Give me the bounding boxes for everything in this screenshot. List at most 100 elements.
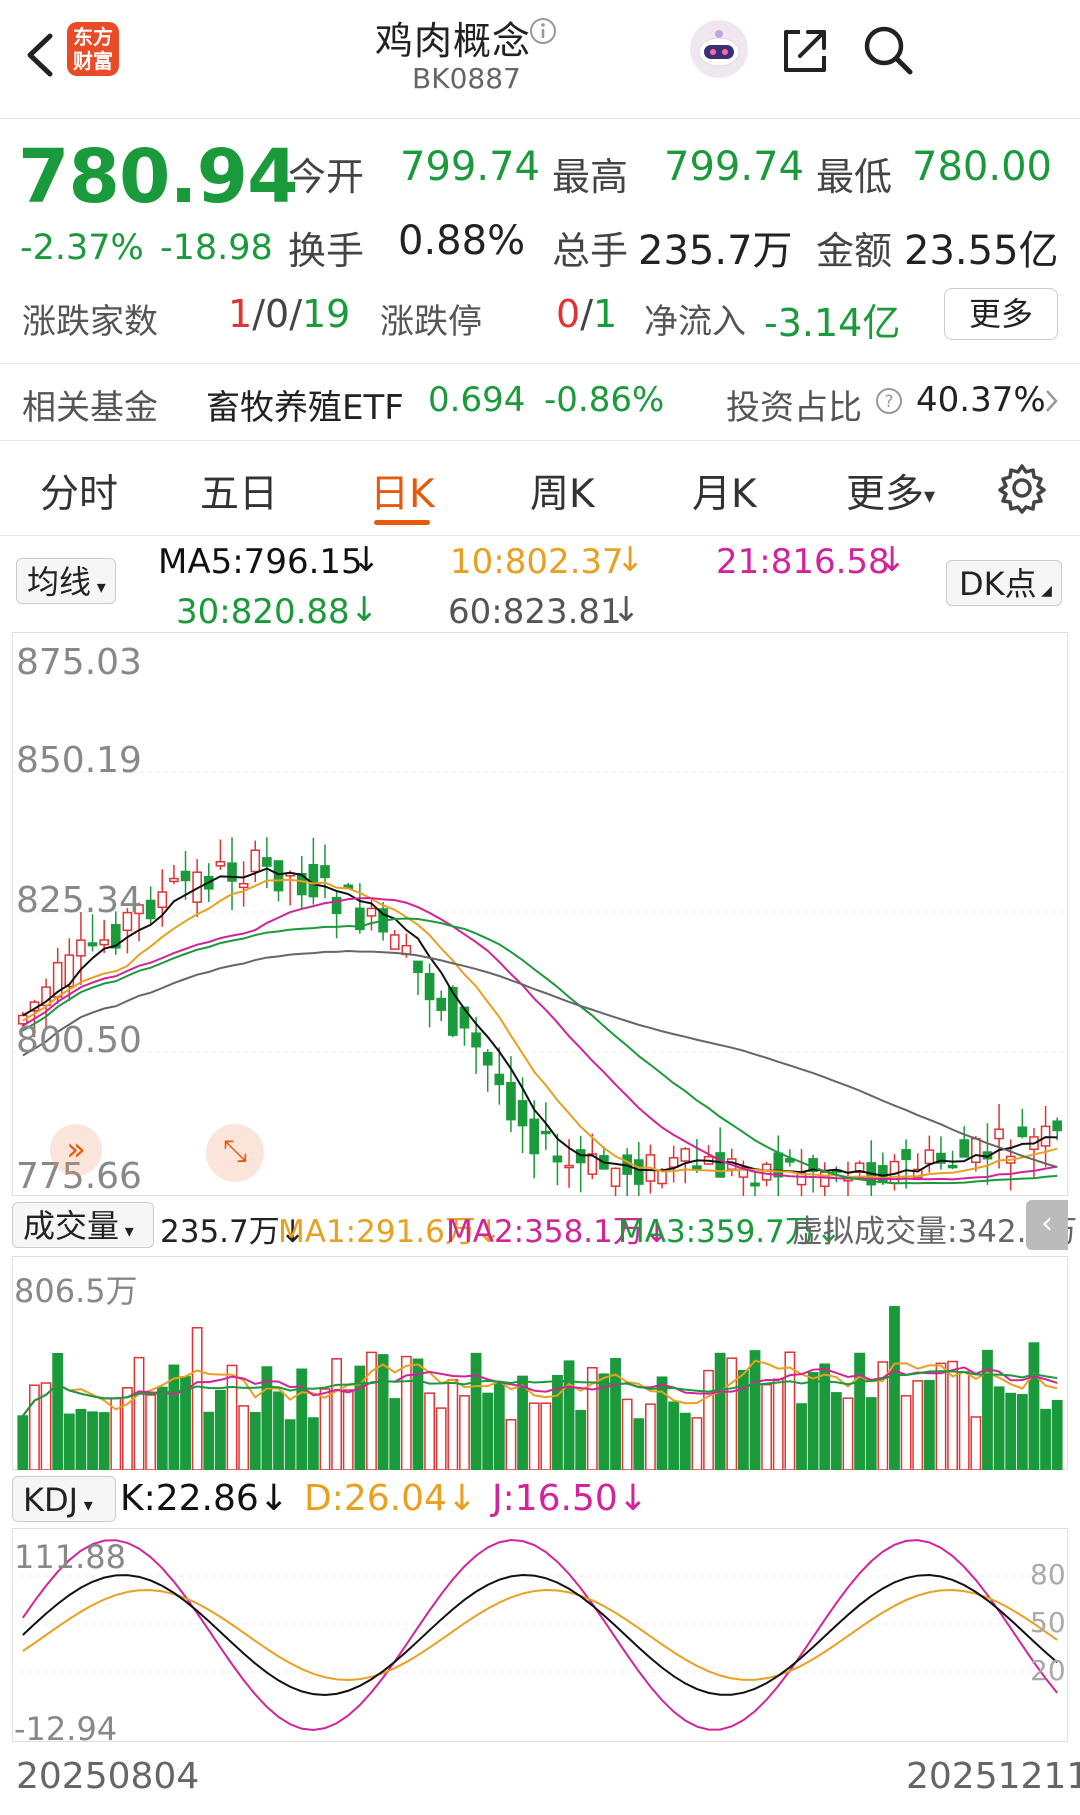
info-icon[interactable] xyxy=(528,16,558,46)
volume-bar xyxy=(737,1369,749,1470)
more-button[interactable]: 更多 xyxy=(944,288,1058,340)
volume-bar xyxy=(889,1306,900,1470)
indicator-selector-kdj[interactable]: KDJ ▾ xyxy=(12,1476,116,1522)
kdj-chart[interactable] xyxy=(12,1528,1068,1742)
tab-monthly-k[interactable]: 月K xyxy=(692,472,757,517)
search-icon[interactable] xyxy=(862,24,914,76)
fund-name[interactable]: 畜牧养殖ETF xyxy=(206,388,404,428)
kdj-axis-top: 111.88 xyxy=(14,1538,126,1576)
open-value: 799.74 xyxy=(400,144,540,190)
dropdown-caret-icon: ▾ xyxy=(91,577,106,598)
volume-bar xyxy=(75,1408,87,1470)
volume-bar xyxy=(563,1360,575,1470)
page-title: 鸡肉概念 xyxy=(375,19,532,63)
share-icon[interactable] xyxy=(780,26,830,76)
indicator-selector-ma[interactable]: 均线 ▾ xyxy=(16,558,116,604)
volume-bar xyxy=(807,1372,819,1470)
volume-bar xyxy=(331,1358,343,1470)
robot-avatar-icon[interactable] xyxy=(688,18,750,80)
back-arrow-icon[interactable] xyxy=(22,30,58,80)
volume-bar xyxy=(1016,1394,1028,1470)
limit-up: 0 xyxy=(556,292,581,336)
volume-bar xyxy=(586,1366,598,1470)
volume-bar xyxy=(679,1412,691,1470)
help-icon[interactable]: ? xyxy=(874,386,904,416)
volume-bar xyxy=(412,1358,424,1470)
indicator-selector-volume[interactable]: 成交量 ▾ xyxy=(12,1202,154,1248)
breadth-up: 1 xyxy=(228,292,253,336)
tab-weekly-k[interactable]: 周K xyxy=(530,472,595,517)
candle-body xyxy=(854,1162,865,1173)
volume-bar xyxy=(575,1409,587,1470)
candle-body xyxy=(134,904,144,915)
limit-down: 1 xyxy=(593,292,618,336)
kdj-k: K:22.86↓ xyxy=(120,1478,289,1519)
volume-chart[interactable] xyxy=(12,1256,1068,1470)
settings-gear-icon[interactable] xyxy=(996,462,1048,514)
candle-body xyxy=(110,923,121,949)
price-axis-label: 800.50 xyxy=(16,1020,142,1061)
last-price: 780.94 xyxy=(18,134,299,220)
high-label: 最高 xyxy=(552,155,629,199)
candle-body xyxy=(355,907,365,931)
candle-body xyxy=(1052,1120,1063,1132)
volume-bar xyxy=(296,1368,308,1470)
turnover-value: 0.88% xyxy=(398,218,526,264)
collapse-panel-button[interactable]: ‹ xyxy=(1026,1200,1068,1250)
dk-point-label: DK点 xyxy=(959,565,1037,603)
candle-body xyxy=(238,882,249,889)
vol-ma3-line xyxy=(22,1370,1058,1417)
volume-bar xyxy=(87,1411,98,1470)
candle-body xyxy=(471,1032,481,1048)
volume-bar xyxy=(854,1352,866,1470)
candle-body xyxy=(320,865,330,879)
volume-bar xyxy=(226,1364,238,1470)
volume-bar xyxy=(447,1379,459,1470)
candle-body xyxy=(971,1137,981,1163)
kline-chart[interactable] xyxy=(12,632,1068,1196)
expand-left-button[interactable]: » xyxy=(50,1124,102,1176)
volume-bar xyxy=(133,1356,145,1470)
ma30-line xyxy=(22,917,1058,1185)
candle-body xyxy=(215,861,226,867)
tab-more[interactable]: 更多▾ xyxy=(846,463,935,519)
candle-body xyxy=(99,939,109,946)
kdj-level-50: 50 xyxy=(1030,1606,1066,1639)
chevron-right-icon[interactable] xyxy=(1044,388,1060,414)
candle-body xyxy=(494,1073,505,1086)
volume-bar xyxy=(645,1403,656,1470)
amount-value: 23.55亿 xyxy=(904,228,1059,274)
candle-body xyxy=(564,1164,574,1169)
dk-point-button[interactable]: DK点 ◢ xyxy=(946,560,1062,606)
volume-bar xyxy=(668,1401,680,1470)
fullscreen-toggle-icon[interactable]: ⤡ xyxy=(206,1124,264,1182)
ma10-arrow: ↓ xyxy=(616,540,645,580)
volume-bar xyxy=(947,1360,958,1470)
candle-body xyxy=(959,1139,970,1158)
volume-bar xyxy=(273,1391,284,1470)
active-tab-underline xyxy=(374,520,430,525)
candle-body xyxy=(122,911,133,932)
volume-bar xyxy=(749,1350,761,1470)
price-axis-label: 825.34 xyxy=(16,880,142,921)
candle-body xyxy=(506,1082,516,1121)
chart-frame xyxy=(12,632,1068,1196)
volume-bar xyxy=(156,1386,168,1470)
candle-body xyxy=(540,1130,551,1135)
ma30-arrow: ↓ xyxy=(350,590,379,630)
kdj-d-line xyxy=(22,1589,1058,1681)
tab-five-day[interactable]: 五日 xyxy=(200,472,279,517)
price-axis-label: 850.19 xyxy=(16,740,142,781)
tab-intraday[interactable]: 分时 xyxy=(40,472,119,517)
netflow-value: -3.14亿 xyxy=(764,301,901,345)
tab-daily-k[interactable]: 日K xyxy=(370,472,435,517)
candle-body xyxy=(587,1153,598,1175)
volume-value: 235.7万 xyxy=(638,228,793,274)
limit-label: 涨跌停 xyxy=(380,302,482,342)
candle-body xyxy=(366,907,377,917)
volume-bar xyxy=(703,1369,714,1470)
volume-value: 235.7万↓ xyxy=(160,1214,306,1250)
ma10-line xyxy=(22,878,1058,1180)
amount-label: 金额 xyxy=(816,229,893,273)
ma60-arrow: ↓ xyxy=(612,590,641,630)
